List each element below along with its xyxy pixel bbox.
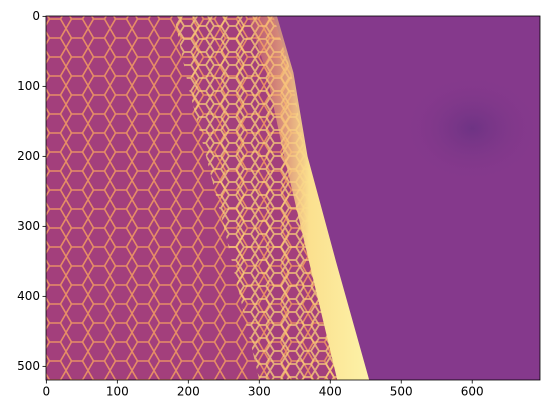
x-tick-label: 400 bbox=[319, 385, 342, 399]
dark-spot bbox=[402, 73, 540, 184]
x-tick-label: 600 bbox=[461, 385, 484, 399]
y-tick-label: 500 bbox=[17, 359, 40, 373]
bright-edge bbox=[248, 16, 370, 380]
x-tick-label: 200 bbox=[177, 385, 200, 399]
x-tick-label: 0 bbox=[43, 385, 51, 399]
x-tick-label: 100 bbox=[106, 385, 129, 399]
y-tick-label: 0 bbox=[32, 9, 40, 23]
axes-frame bbox=[45, 15, 541, 381]
y-tick-label: 100 bbox=[17, 79, 40, 93]
y-tick-label: 400 bbox=[17, 289, 40, 303]
y-tick-label: 300 bbox=[17, 219, 40, 233]
x-tick-label: 500 bbox=[390, 385, 413, 399]
image bbox=[46, 16, 540, 380]
x-tick-label: 300 bbox=[248, 385, 271, 399]
y-tick-label: 200 bbox=[17, 149, 40, 163]
